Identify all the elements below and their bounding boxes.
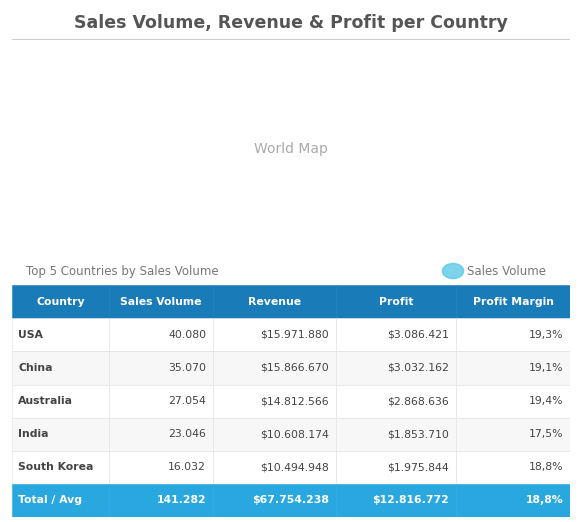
Text: $2.868.636: $2.868.636 xyxy=(388,396,449,406)
Text: Sales Volume: Sales Volume xyxy=(120,297,202,307)
FancyBboxPatch shape xyxy=(213,318,336,351)
Text: 17,5%: 17,5% xyxy=(529,429,563,439)
FancyBboxPatch shape xyxy=(336,351,456,385)
FancyBboxPatch shape xyxy=(12,484,109,517)
FancyBboxPatch shape xyxy=(109,318,213,351)
FancyBboxPatch shape xyxy=(213,351,336,385)
Text: India: India xyxy=(19,429,49,439)
FancyBboxPatch shape xyxy=(109,286,213,318)
FancyBboxPatch shape xyxy=(456,286,570,318)
Text: 35.070: 35.070 xyxy=(168,363,206,373)
Text: 27.054: 27.054 xyxy=(168,396,206,406)
FancyBboxPatch shape xyxy=(456,418,570,450)
Text: Sales Volume, Revenue & Profit per Country: Sales Volume, Revenue & Profit per Count… xyxy=(74,14,508,32)
Text: 19,4%: 19,4% xyxy=(529,396,563,406)
Text: Profit Margin: Profit Margin xyxy=(473,297,553,307)
FancyBboxPatch shape xyxy=(109,484,213,517)
FancyBboxPatch shape xyxy=(109,450,213,484)
Text: USA: USA xyxy=(19,330,43,340)
Text: World Map: World Map xyxy=(254,143,328,156)
FancyBboxPatch shape xyxy=(456,450,570,484)
FancyBboxPatch shape xyxy=(456,351,570,385)
FancyBboxPatch shape xyxy=(336,484,456,517)
FancyBboxPatch shape xyxy=(12,286,109,318)
Text: South Korea: South Korea xyxy=(19,462,94,472)
FancyBboxPatch shape xyxy=(213,286,336,318)
FancyBboxPatch shape xyxy=(109,385,213,418)
FancyBboxPatch shape xyxy=(336,318,456,351)
Text: $15.866.670: $15.866.670 xyxy=(260,363,329,373)
Text: $12.816.772: $12.816.772 xyxy=(372,495,449,505)
Text: 19,1%: 19,1% xyxy=(529,363,563,373)
Text: $1.975.844: $1.975.844 xyxy=(388,462,449,472)
FancyBboxPatch shape xyxy=(336,286,456,318)
FancyBboxPatch shape xyxy=(12,450,109,484)
Text: Australia: Australia xyxy=(19,396,73,406)
Text: $15.971.880: $15.971.880 xyxy=(260,330,329,340)
Text: Profit: Profit xyxy=(378,297,413,307)
Text: Sales Volume: Sales Volume xyxy=(467,265,546,278)
Text: $1.853.710: $1.853.710 xyxy=(387,429,449,439)
FancyBboxPatch shape xyxy=(12,318,109,351)
Text: $14.812.566: $14.812.566 xyxy=(260,396,329,406)
Text: $3.086.421: $3.086.421 xyxy=(387,330,449,340)
FancyBboxPatch shape xyxy=(456,484,570,517)
Text: 141.282: 141.282 xyxy=(157,495,206,505)
Text: $10.608.174: $10.608.174 xyxy=(260,429,329,439)
FancyBboxPatch shape xyxy=(213,450,336,484)
Text: 18,8%: 18,8% xyxy=(526,495,563,505)
FancyBboxPatch shape xyxy=(213,484,336,517)
Text: $3.032.162: $3.032.162 xyxy=(387,363,449,373)
Text: Country: Country xyxy=(36,297,85,307)
Text: 40.080: 40.080 xyxy=(168,330,206,340)
Text: $10.494.948: $10.494.948 xyxy=(260,462,329,472)
Text: Total / Avg: Total / Avg xyxy=(19,495,82,505)
FancyBboxPatch shape xyxy=(456,385,570,418)
FancyBboxPatch shape xyxy=(12,385,109,418)
FancyBboxPatch shape xyxy=(213,385,336,418)
Text: Top 5 Countries by Sales Volume: Top 5 Countries by Sales Volume xyxy=(26,265,218,278)
FancyBboxPatch shape xyxy=(336,418,456,450)
FancyBboxPatch shape xyxy=(109,351,213,385)
Text: Revenue: Revenue xyxy=(248,297,301,307)
Ellipse shape xyxy=(442,264,464,279)
Text: 16.032: 16.032 xyxy=(168,462,206,472)
FancyBboxPatch shape xyxy=(456,318,570,351)
Text: 23.046: 23.046 xyxy=(168,429,206,439)
FancyBboxPatch shape xyxy=(12,351,109,385)
FancyBboxPatch shape xyxy=(336,450,456,484)
Text: 19,3%: 19,3% xyxy=(529,330,563,340)
Text: $67.754.238: $67.754.238 xyxy=(252,495,329,505)
FancyBboxPatch shape xyxy=(336,385,456,418)
Text: 18,8%: 18,8% xyxy=(529,462,563,472)
FancyBboxPatch shape xyxy=(213,418,336,450)
Text: China: China xyxy=(19,363,53,373)
FancyBboxPatch shape xyxy=(12,418,109,450)
FancyBboxPatch shape xyxy=(109,418,213,450)
